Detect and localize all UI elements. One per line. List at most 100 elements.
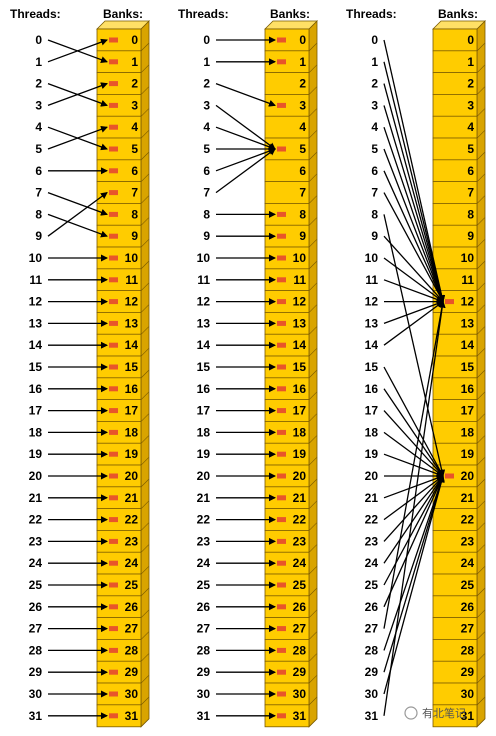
threads-header-3: Threads: [346,7,397,21]
bank: 0 [96,28,150,52]
thread-number: 11 [29,273,42,287]
thread-number: 25 [365,578,379,592]
bank-port [277,473,286,479]
bank-port [109,429,118,435]
thread-number: 19 [365,447,379,461]
bank-number: 24 [293,556,307,570]
bank-number: 4 [131,120,138,134]
bank: 27 [264,617,318,640]
bank-port [109,713,118,719]
thread-bank-arrow [383,475,444,521]
bank: 5 [96,137,150,161]
bank-port [109,669,118,675]
thread-number: 28 [197,643,211,657]
bank-number: 6 [299,164,306,178]
thread-number: 30 [29,687,43,701]
thread-bank-arrow [383,475,444,586]
bank-port [277,669,286,675]
bank-number: 24 [461,556,475,570]
bank-port [277,538,286,544]
bank-side-edge [308,674,318,684]
thread-number: 1 [35,55,42,69]
bank-side-edge [476,522,486,531]
bank-port [109,255,118,261]
bank-number: 20 [125,469,139,483]
bank-port [109,495,118,501]
bank-number: 17 [125,404,139,418]
bank: 22 [264,508,318,532]
thread-number: 18 [29,425,43,439]
bank-side-edge [308,129,318,139]
bank-side-edge [308,64,318,74]
bank: 7 [432,181,486,205]
bank-side-edge [308,173,318,183]
thread-number: 0 [203,33,210,47]
bank-side-edge [476,456,486,466]
bank-port [109,320,118,326]
thread-number: 3 [203,98,210,112]
bank-number: 30 [293,687,307,701]
bank-side-edge [308,500,318,510]
thread-bank-arrow [215,126,276,151]
thread-number: 19 [29,447,43,461]
thread-number: 9 [371,229,378,243]
thread-bank-arrow [47,191,108,216]
bank-side-edge [140,260,150,270]
thread-bank-arrow [383,410,444,477]
bank: 31 [432,704,486,728]
bank: 24 [264,551,318,575]
watermark-icon [404,706,418,720]
bank-side-edge [476,369,486,379]
bank-side-edge [476,195,486,204]
bank-port [109,691,118,697]
bank-side-edge [476,42,486,52]
bank: 28 [432,639,486,662]
bank-side-edge [308,609,318,619]
thread-number: 8 [35,207,42,221]
bank-number: 9 [299,229,306,243]
bank-number: 9 [467,229,474,243]
bank-number: 16 [293,382,307,396]
thread-bank-arrow [383,126,445,303]
thread-number: 5 [35,142,42,156]
thread-bank-arrow [383,61,445,303]
bank-port [277,429,286,435]
bank-number: 23 [293,534,307,548]
thread-number: 7 [371,186,378,200]
bank: 23 [264,530,318,553]
bank-side-edge [308,108,318,117]
bank-side-edge [308,151,318,161]
bank: 15 [264,355,318,379]
bank: 0 [264,28,318,52]
bank-side-edge [476,326,486,335]
bank-port [277,299,286,305]
bank-port [277,604,286,610]
panel-conflict-access: 0123456789101112131415161718192021222324… [197,20,318,728]
thread-number: 13 [365,316,379,330]
bank-number: 15 [461,360,475,374]
thread-bank-arrow [383,83,445,303]
bank-side-edge [140,631,150,640]
bank-port [277,277,286,283]
thread-number: 13 [29,316,43,330]
bank-number: 26 [461,600,475,614]
bank-number: 21 [293,491,307,505]
bank-number: 29 [461,665,475,679]
bank-side-edge [308,718,318,728]
bank-port [277,59,286,65]
bank-number: 10 [461,251,475,265]
bank-side-edge [476,64,486,74]
bank-number: 9 [131,229,138,243]
thread-number: 14 [197,338,211,352]
thread-number: 14 [29,338,43,352]
bank-number: 21 [125,491,139,505]
bank-side-edge [476,609,486,619]
bank: 5 [432,137,486,161]
thread-number: 10 [197,251,211,265]
thread-number: 21 [29,491,43,505]
thread-bank-arrow [215,104,276,150]
bank-side-edge [476,718,486,728]
bank-number: 10 [293,251,307,265]
thread-number: 24 [29,556,43,570]
bank-port [109,146,118,152]
